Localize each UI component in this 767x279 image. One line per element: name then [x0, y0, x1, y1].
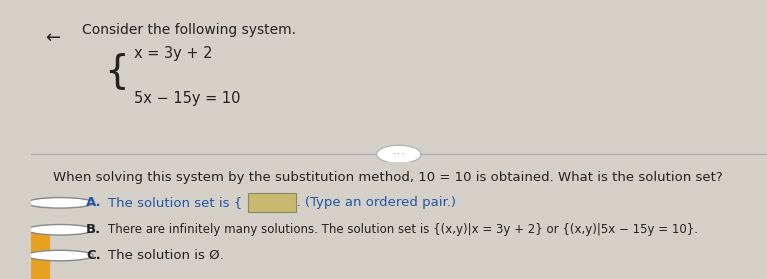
Text: Consider the following system.: Consider the following system. [82, 23, 296, 37]
Text: {: { [104, 52, 129, 90]
Ellipse shape [377, 145, 421, 163]
Text: There are infinitely many solutions. The solution set is {(x,y)|x = 3y + 2} or {: There are infinitely many solutions. The… [108, 223, 698, 236]
Text: · · ·: · · · [393, 151, 404, 157]
Text: C.: C. [86, 249, 100, 262]
Circle shape [27, 250, 94, 261]
FancyBboxPatch shape [31, 232, 49, 279]
Text: The solution set is {: The solution set is { [108, 196, 242, 209]
Text: x = 3y + 2: x = 3y + 2 [133, 46, 212, 61]
Text: B.: B. [86, 223, 101, 236]
Text: 5x − 15y = 10: 5x − 15y = 10 [133, 91, 240, 106]
Text: }. (Type an ordered pair.): }. (Type an ordered pair.) [288, 196, 456, 209]
Circle shape [27, 225, 94, 235]
Text: When solving this system by the substitution method, 10 = 10 is obtained. What i: When solving this system by the substitu… [53, 171, 723, 184]
FancyBboxPatch shape [248, 193, 296, 212]
Text: ←: ← [45, 29, 61, 47]
Circle shape [27, 198, 94, 208]
Text: The solution is Ø.: The solution is Ø. [108, 249, 224, 262]
Text: A.: A. [86, 196, 101, 209]
